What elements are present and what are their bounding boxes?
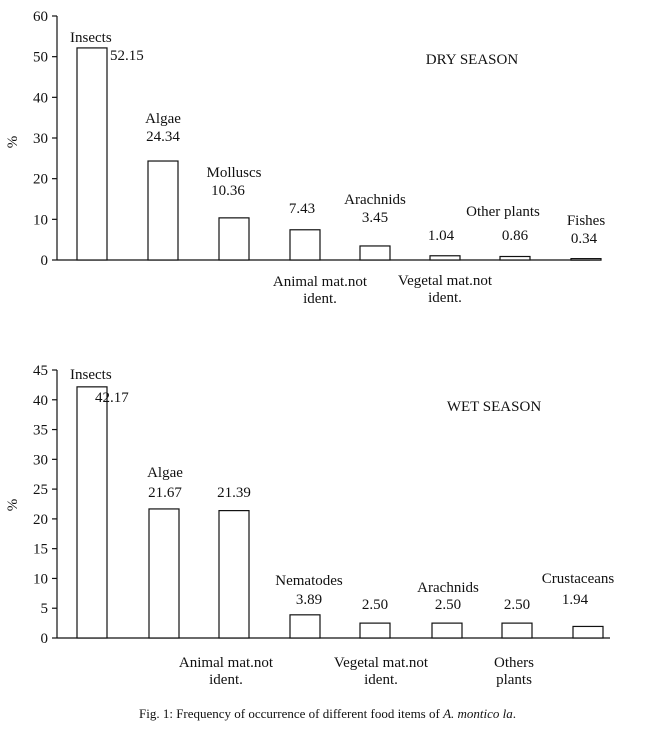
y-tick-label: 60	[33, 9, 48, 25]
bar-vegetal-mat-not-ident	[359, 622, 391, 639]
y-tick-label: 40	[33, 90, 48, 106]
category-label-arachnids: Arachnids	[417, 580, 479, 596]
bar-animal-mat-not-ident	[289, 229, 321, 261]
category-label-animal-mat-not-ident: Animal mat.not ident.	[179, 655, 274, 688]
bar-molluscs	[218, 217, 250, 261]
category-label-other-plants: Other plants	[466, 204, 540, 220]
y-tick-label: 20	[33, 172, 48, 188]
category-label-vegetal-mat-not-ident: Vegetal mat.not ident.	[334, 655, 429, 688]
y-tick-label: 25	[33, 482, 48, 498]
value-label-arachnids: 2.50	[435, 597, 461, 613]
value-label-animal-mat-not-ident: 21.39	[217, 485, 251, 501]
category-label-arachnids: Arachnids	[344, 192, 406, 208]
bar-fishes	[570, 258, 602, 261]
chart-dry-season: 0 10 20 30 40 50 60% DRY SEASON Insects Algae Moll…	[5, 9, 605, 307]
bar-vegetal-mat-not-ident	[429, 255, 461, 261]
category-label-algae: Algae	[147, 465, 183, 481]
bar-nematodes	[289, 614, 321, 639]
value-label-molluscs: 10.36	[211, 183, 245, 199]
y-tick-label: 35	[33, 423, 48, 439]
value-label-vegetal-mat-not-ident: 2.50	[362, 597, 388, 613]
bar-algae	[148, 508, 180, 639]
y-tick-label: 20	[33, 512, 48, 528]
bar-other-plants	[499, 255, 531, 261]
caption-species: A. montico la	[443, 706, 513, 721]
y-tick-label: 10	[33, 212, 48, 228]
value-label-others-plants: 2.50	[504, 597, 530, 613]
figure-caption: Fig. 1: Frequency of occurrence of diffe…	[0, 706, 655, 722]
bar-animal-mat-not-ident	[218, 510, 250, 639]
y-tick-label: 5	[41, 601, 49, 617]
value-label-insects: 52.15	[110, 48, 144, 64]
value-label-insects: 42.17	[95, 390, 129, 406]
category-label-nematodes: Nematodes	[275, 573, 343, 589]
category-label-algae: Algae	[145, 111, 181, 127]
bar-crustaceans	[572, 625, 604, 639]
chart-wet-season: 0 5 10 15 20 25 30 35 40 45% WET SEASON Insects Alga…	[5, 363, 614, 688]
category-label-animal-mat-not-ident: Animal mat.not ident.	[273, 274, 368, 307]
caption-suffix: .	[512, 706, 516, 721]
y-tick-label: 50	[33, 50, 48, 66]
category-label-molluscs: Molluscs	[206, 165, 261, 181]
y-tick-label: 40	[33, 393, 48, 409]
value-label-nematodes: 3.89	[296, 592, 322, 608]
chart-title: WET SEASON	[447, 399, 541, 415]
bar-insects	[76, 47, 108, 261]
value-label-arachnids: 3.45	[362, 210, 388, 226]
value-label-crustaceans: 1.94	[562, 592, 589, 608]
bar-insects	[76, 386, 108, 639]
y-tick-label: 0	[41, 253, 49, 269]
value-label-algae: 21.67	[148, 485, 182, 501]
category-label-insects: Insects	[70, 367, 112, 383]
value-label-other-plants: 0.86	[502, 228, 529, 244]
category-label-fishes: Fishes	[567, 213, 606, 229]
category-label-vegetal-mat-not-ident: Vegetal mat.not ident.	[398, 273, 493, 306]
bar-arachnids	[359, 245, 391, 261]
y-tick-label: 45	[33, 363, 48, 379]
category-label-crustaceans: Crustaceans	[542, 571, 615, 587]
category-label-insects: Insects	[70, 30, 112, 46]
value-label-vegetal-mat-not-ident: 1.04	[428, 228, 455, 244]
y-tick-label: 10	[33, 571, 48, 587]
chart-title: DRY SEASON	[426, 52, 519, 68]
value-label-animal-mat-not-ident: 7.43	[289, 201, 315, 217]
y-tick-label: 30	[33, 131, 48, 147]
value-label-algae: 24.34	[146, 129, 180, 145]
bar-others-plants	[501, 622, 533, 639]
caption-prefix: Fig. 1: Frequency of occurrence of diffe…	[138, 706, 444, 721]
y-axis-label: %	[5, 499, 21, 512]
bar-arachnids	[431, 622, 463, 639]
y-tick-label: 15	[33, 542, 48, 558]
y-tick-label: 30	[33, 452, 48, 468]
y-tick-label: 0	[41, 631, 49, 647]
category-label-others-plants: Others plants	[494, 655, 534, 688]
value-label-fishes: 0.34	[571, 231, 598, 247]
bar-algae	[147, 160, 179, 261]
y-axis-label: %	[5, 136, 21, 149]
